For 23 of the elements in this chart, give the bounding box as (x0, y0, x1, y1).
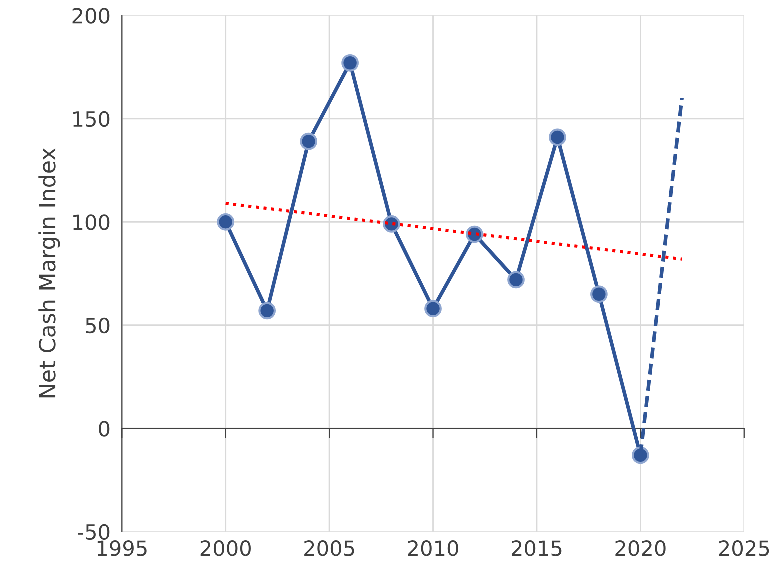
x-tick-label: 2010 (408, 540, 458, 556)
point (549, 128, 566, 146)
x-tick-label: 2025 (719, 540, 770, 556)
x-tick-label: 1995 (98, 540, 147, 556)
y-tick-label: 100 (74, 214, 110, 230)
x-tick-label: 2015 (512, 540, 562, 556)
point (590, 286, 608, 304)
point (300, 132, 318, 150)
y-tick-label: 0 (99, 421, 110, 437)
y-axis-title: Net Cash Margin Index (38, 148, 60, 398)
x-tick-label: 2000 (200, 540, 251, 556)
y-tick-label: -50 (78, 524, 110, 540)
point (424, 300, 442, 318)
point (466, 226, 484, 244)
y-tick-label: 150 (74, 111, 110, 128)
x-tick-label: 2005 (304, 540, 354, 556)
point (508, 271, 525, 289)
point (258, 302, 276, 320)
y-tick-label: 200 (72, 8, 110, 24)
x-tick-label: 2020 (616, 540, 666, 556)
y-tick-label: 50 (86, 318, 110, 334)
point (217, 213, 235, 231)
point (342, 54, 359, 72)
